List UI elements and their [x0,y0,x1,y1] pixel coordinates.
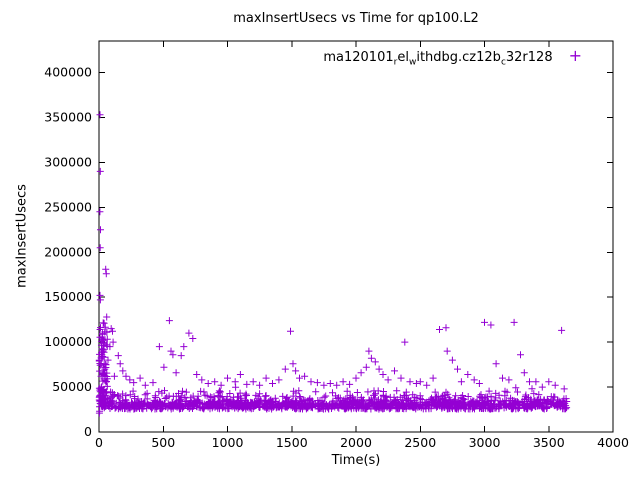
y-tick-label: 350000 [44,109,92,124]
legend-text-run: ma120101 [323,50,394,65]
tick-labels: 0 500 1000 1500 2000 2500 3000 3500 4000 0 50000 10… [44,65,629,451]
chart-title: maxInsertUsecs vs Time for qp100.L2 [233,11,479,26]
legend-text-run: el [397,50,409,65]
x-tick-label: 500 [151,435,175,450]
x-axis-label: Time(s) [331,453,381,468]
y-tick-label: 250000 [44,199,92,214]
y-tick-label: 0 [84,424,92,439]
legend-marker-plus-icon: + [568,46,582,65]
legend-subscript: w [408,57,417,68]
x-tick-label: 1000 [212,435,244,450]
x-tick-label: 1500 [276,435,308,450]
legend-subscript: r [393,57,398,68]
x-tick-label: 2500 [404,435,436,450]
y-tick-label: 300000 [44,154,92,169]
y-tick-label: 200000 [44,244,92,259]
x-tick-label: 2000 [340,435,372,450]
legend-text-run: ithdbg.cz12b [416,50,501,65]
axis-ticks [98,41,614,433]
y-tick-label: 400000 [44,65,92,80]
scatter-points [95,111,571,417]
legend-subscript: c [500,57,506,68]
legend-series-label: ma120101relwithdbg.cz12bc32r128 [323,50,552,68]
x-tick-label: 3000 [469,435,501,450]
x-tick-label: 3500 [533,435,565,450]
y-axis-label: maxInsertUsecs [14,184,30,288]
x-tick-label: 4000 [597,435,629,450]
y-tick-label: 50000 [52,379,92,394]
legend-text-run: 32r128 [505,50,553,65]
legend: ma120101relwithdbg.cz12bc32r128 + [323,46,582,68]
x-tick-label: 0 [95,435,103,450]
y-tick-label: 100000 [44,334,92,349]
y-tick-label: 150000 [44,289,92,304]
